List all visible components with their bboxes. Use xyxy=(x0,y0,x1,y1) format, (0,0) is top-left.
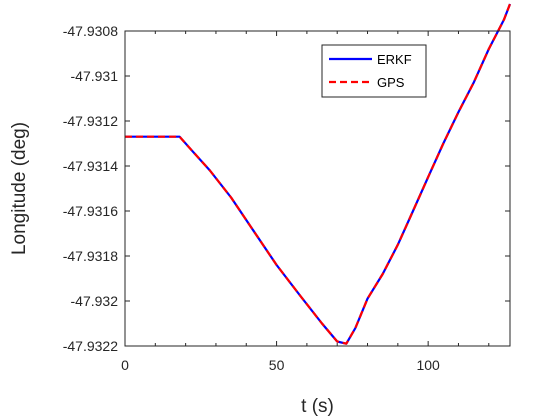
x-tick-label: 50 xyxy=(269,357,285,373)
axis-ticks xyxy=(124,30,510,347)
y-tick-label: -47.9322 xyxy=(63,338,118,354)
legend-label-erkf: ERKF xyxy=(377,52,412,67)
x-tick-label: 0 xyxy=(121,357,129,373)
y-tick-labels: -47.9308 -47.931 -47.9312 -47.9314 -47.9316 -… xyxy=(63,23,118,354)
plot-area-frame xyxy=(124,30,511,347)
plot-lines xyxy=(125,3,512,345)
y-tick-label: -47.9318 xyxy=(63,248,118,264)
y-tick-label: -47.9308 xyxy=(63,23,118,39)
x-axis-label: t (s) xyxy=(301,396,334,417)
y-axis-label: Longitude (deg) xyxy=(9,122,30,255)
y-tick-label: -47.9314 xyxy=(63,158,118,174)
series-line-gps xyxy=(125,3,512,345)
legend-label-gps: GPS xyxy=(377,75,405,90)
legend: ERKF GPS xyxy=(321,44,427,98)
legend-box xyxy=(321,44,427,98)
x-tick-labels: 0 50 100 xyxy=(121,357,440,373)
series-line-erkf xyxy=(125,3,512,345)
x-tick-label: 100 xyxy=(416,357,440,373)
y-tick-label: -47.931 xyxy=(71,68,119,84)
y-tick-label: -47.9312 xyxy=(63,113,118,129)
y-tick-label: -47.932 xyxy=(71,293,119,309)
y-tick-label: -47.9316 xyxy=(63,203,118,219)
